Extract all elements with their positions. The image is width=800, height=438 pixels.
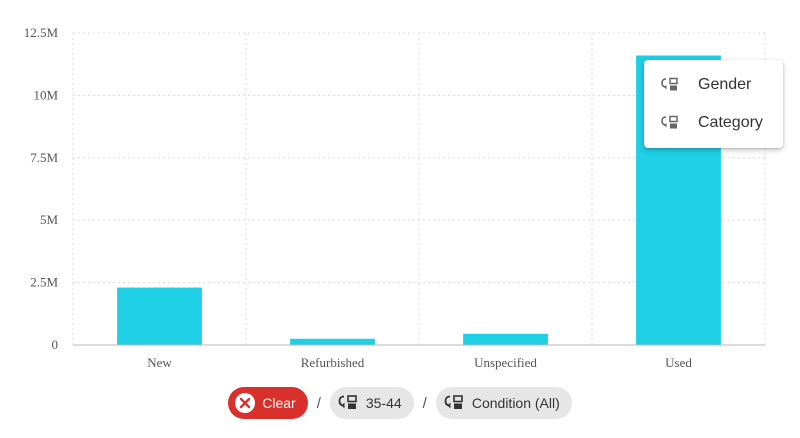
y-tick-label: 0	[52, 337, 59, 352]
x-tick-label: Refurbished	[301, 355, 365, 370]
breadcrumb-chip-label: Condition (All)	[471, 395, 560, 411]
menu-item-label: Category	[698, 114, 763, 131]
breadcrumb-chip-condition[interactable]: Condition (All)	[435, 387, 572, 419]
axis-layer: 0 2.5M 5M 7.5M 10M 12.5M New Refurbished Unspeci…	[24, 25, 765, 370]
x-tick-label: New	[147, 355, 172, 370]
drill-down-icon	[444, 394, 466, 412]
menu-item-category[interactable]: Category	[644, 104, 783, 142]
breadcrumb-chip-age[interactable]: 35-44	[329, 387, 414, 419]
bar-unspecified[interactable]	[463, 333, 548, 345]
breadcrumb-separator: /	[422, 394, 427, 412]
bar-new[interactable]	[117, 287, 202, 345]
y-tick-label: 10M	[33, 87, 58, 102]
x-tick-label: Unspecified	[474, 355, 537, 370]
bar-refurbished[interactable]	[290, 338, 375, 345]
breadcrumb: Clear / 35-44 /	[0, 386, 800, 420]
clear-button[interactable]: Clear	[228, 387, 308, 419]
y-tick-label: 7.5M	[30, 150, 58, 165]
close-circle-icon	[234, 392, 256, 414]
menu-item-gender[interactable]: Gender	[644, 66, 783, 104]
drill-down-icon	[661, 115, 681, 131]
y-tick-label: 12.5M	[24, 25, 59, 40]
y-tick-label: 2.5M	[30, 275, 58, 290]
breadcrumb-separator: /	[316, 394, 321, 412]
drill-down-menu: Gender Category	[644, 60, 783, 148]
menu-item-label: Gender	[698, 76, 752, 93]
drill-down-icon	[338, 394, 360, 412]
clear-label: Clear	[262, 395, 296, 411]
grid-layer	[72, 32, 766, 345]
y-tick-label: 5M	[40, 212, 59, 227]
breadcrumb-chip-label: 35-44	[365, 395, 402, 411]
x-tick-label: Used	[665, 355, 692, 370]
drill-down-icon	[661, 77, 681, 93]
